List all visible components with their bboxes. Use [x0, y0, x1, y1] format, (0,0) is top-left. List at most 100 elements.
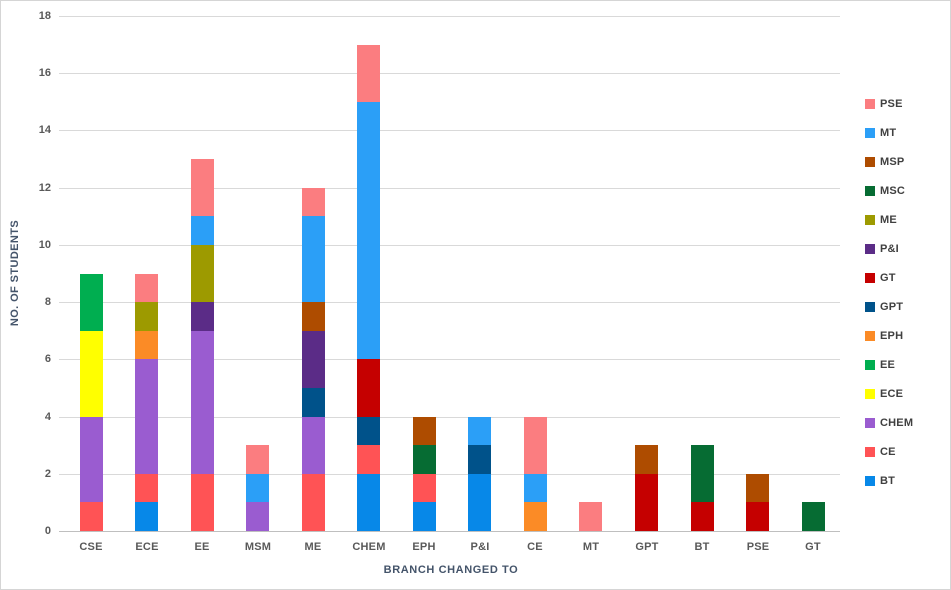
bar-segment-ME-GPT: [302, 388, 325, 417]
x-axis-label-CSE: CSE: [79, 541, 103, 553]
gridline-y-10: [59, 245, 840, 246]
bar-segment-P&I-BT: [468, 474, 491, 531]
bar-segment-ECE-ME: [135, 302, 158, 331]
bar-segment-ECE-BT: [135, 502, 158, 531]
legend-item-GT: GT: [865, 263, 947, 292]
legend-swatch-EPH: [865, 330, 875, 341]
legend-item-PSE: PSE: [865, 89, 947, 118]
bar-segment-EPH-CE: [413, 474, 436, 502]
bar-segment-CE-EPH: [524, 502, 547, 531]
y-tick-label-0: 0: [44, 525, 51, 537]
legend-item-MSC: MSC: [865, 176, 947, 205]
gridline-y-4: [59, 417, 840, 418]
legend-swatch-CE: [865, 446, 875, 457]
legend-label-P&I: P&I: [880, 242, 899, 255]
bar-segment-ECE-EPH: [135, 331, 158, 359]
bar-segment-P&I-GPT: [468, 445, 491, 474]
y-tick-label-4: 4: [44, 411, 51, 423]
y-tick-label-6: 6: [44, 353, 51, 365]
legend-swatch-GPT: [865, 301, 875, 312]
legend-item-GPT: GPT: [865, 292, 947, 321]
bar-segment-CHEM-CE: [357, 445, 380, 474]
legend-item-BT: BT: [865, 466, 947, 495]
bar-segment-ME-CHEM: [302, 417, 325, 474]
legend-item-MSP: MSP: [865, 147, 947, 176]
legend-label-ECE: ECE: [880, 387, 904, 400]
x-axis-label-BT: BT: [694, 541, 710, 553]
x-axis-label-ECE: ECE: [135, 541, 159, 553]
legend-item-CE: CE: [865, 437, 947, 466]
legend-swatch-CHEM: [865, 417, 875, 428]
legend-swatch-MT: [865, 127, 875, 138]
bar-segment-CHEM-GT: [357, 359, 380, 417]
legend-swatch-P&I: [865, 243, 875, 254]
bar-segment-CHEM-PSE: [357, 45, 380, 102]
gridline-y-12: [59, 188, 840, 189]
x-axis-label-MSM: MSM: [244, 541, 272, 553]
legend-swatch-PSE: [865, 98, 875, 109]
x-axis-label-MT: MT: [582, 541, 600, 553]
x-axis-label-EE: EE: [194, 541, 210, 553]
gridline-y-6: [59, 359, 840, 360]
x-axis-title: BRANCH CHANGED TO: [383, 564, 519, 576]
legend-label-ME: ME: [880, 213, 897, 226]
y-tick-label-2: 2: [44, 468, 51, 480]
bar-segment-CSE-CHEM: [80, 417, 103, 502]
bar-segment-ME-PSE: [302, 188, 325, 216]
bar-segment-EE-CHEM: [191, 331, 214, 474]
bar-segment-ME-CE: [302, 474, 325, 531]
bar-segment-ECE-CHEM: [135, 359, 158, 474]
bar-segment-BT-MSC: [691, 445, 714, 502]
x-axis-label-GT: GT: [805, 541, 821, 553]
bar-segment-ECE-PSE: [135, 274, 158, 302]
x-axis-label-GPT: GPT: [635, 541, 659, 553]
gridline-y-16: [59, 73, 840, 74]
x-axis-label-ME: ME: [304, 541, 322, 553]
x-axis-label-EPH: EPH: [412, 541, 436, 553]
x-axis-label-PSE: PSE: [746, 541, 770, 553]
legend-label-EE: EE: [880, 358, 896, 371]
bar-segment-CHEM-GPT: [357, 417, 380, 445]
x-axis-label-CE: CE: [527, 541, 543, 553]
bar-segment-MT-PSE: [579, 502, 602, 531]
y-tick-label-8: 8: [44, 296, 51, 308]
legend-label-CE: CE: [880, 445, 896, 458]
legend-swatch-MSP: [865, 156, 875, 167]
bar-segment-EE-ME: [191, 245, 214, 302]
bar-segment-P&I-MT: [468, 417, 491, 445]
legend-swatch-EE: [865, 359, 875, 370]
legend-label-EPH: EPH: [880, 329, 904, 342]
bar-segment-EPH-MSC: [413, 445, 436, 474]
y-tick-label-18: 18: [38, 10, 51, 22]
legend-swatch-ME: [865, 214, 875, 225]
legend-label-PSE: PSE: [880, 97, 903, 110]
bar-segment-BT-GT: [691, 502, 714, 531]
legend-label-GPT: GPT: [880, 300, 904, 313]
bar-segment-EE-P&I: [191, 302, 214, 331]
y-tick-label-10: 10: [38, 239, 51, 251]
legend-item-P&I: P&I: [865, 234, 947, 263]
bar-segment-CE-MT: [524, 474, 547, 502]
x-axis-label-CHEM: CHEM: [352, 541, 386, 553]
gridline-y-14: [59, 130, 840, 131]
legend-label-MSC: MSC: [880, 184, 906, 197]
bar-segment-ME-MSP: [302, 302, 325, 331]
x-axis-line: [59, 531, 840, 532]
gridline-y-18: [59, 16, 840, 17]
bar-segment-PSE-GT: [746, 502, 769, 531]
legend-item-ECE: ECE: [865, 379, 947, 408]
bar-segment-EPH-MSP: [413, 417, 436, 445]
bar-segment-EPH-BT: [413, 502, 436, 531]
bar-segment-CSE-ECE: [80, 331, 103, 417]
legend-item-MT: MT: [865, 118, 947, 147]
gridline-y-2: [59, 474, 840, 475]
y-tick-label-14: 14: [38, 124, 51, 136]
bar-segment-CSE-EE: [80, 274, 103, 331]
bar-segment-PSE-MSP: [746, 474, 769, 502]
gridline-y-8: [59, 302, 840, 303]
legend-swatch-MSC: [865, 185, 875, 196]
bar-segment-EE-MT: [191, 216, 214, 245]
bar-segment-CE-PSE: [524, 417, 547, 474]
